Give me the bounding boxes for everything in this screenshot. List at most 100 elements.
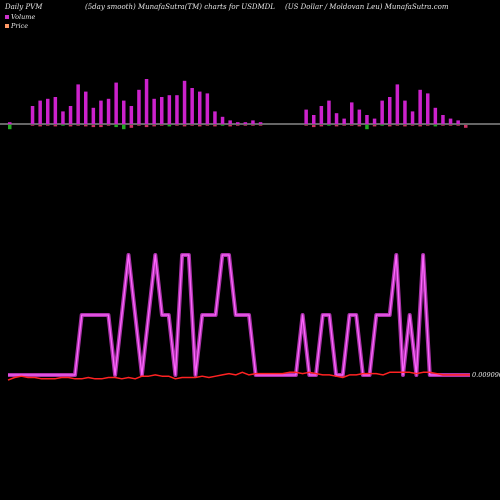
legend-price: Price <box>5 22 28 30</box>
volume-bar-down <box>30 125 35 126</box>
pvm-band <box>8 253 470 377</box>
volume-bar-up <box>30 106 35 124</box>
volume-bar-up <box>152 98 156 124</box>
volume-bar-up <box>319 106 324 124</box>
volume-bar-up <box>403 100 407 124</box>
volume-bar-up <box>46 98 50 124</box>
volume-bar-up <box>8 122 12 124</box>
volume-bar-up <box>327 100 331 124</box>
volume-bar-up <box>129 106 134 124</box>
volume-bar-up <box>114 82 118 124</box>
volume-bar-up <box>441 115 445 124</box>
volume-bar-up <box>84 91 88 124</box>
volume-bar-up <box>175 95 179 124</box>
volume-bar-down <box>84 125 88 127</box>
volume-bar-up <box>220 116 225 124</box>
volume-bar-down <box>53 125 58 127</box>
legend-volume-label: Volume <box>11 13 36 21</box>
volume-bar-down <box>334 125 339 127</box>
volume-bar-up <box>448 118 453 124</box>
volume-bar-up <box>426 93 430 124</box>
volume-bar-down <box>122 125 126 130</box>
volume-bar-up <box>350 102 354 124</box>
volume-bar-down <box>106 125 111 126</box>
volume-bar-down <box>144 125 149 128</box>
volume-bar-up <box>167 95 172 124</box>
volume-bar-down <box>167 125 172 127</box>
volume-bar-down <box>68 125 73 127</box>
volume-bar-down <box>327 125 331 126</box>
volume-bar-up <box>205 93 210 124</box>
volume-bar-down <box>213 125 217 127</box>
volume-bar-down <box>114 125 118 128</box>
legend-volume: Volume <box>5 13 35 21</box>
volume-bar-up <box>213 111 217 124</box>
volume-bar-down <box>372 125 377 127</box>
chart-header-left: Daily PVM <box>5 3 43 11</box>
volume-bar-down <box>91 125 96 128</box>
volume-bar-up <box>38 100 42 124</box>
volume-bar-up <box>144 79 149 124</box>
volume-bar-down <box>129 125 134 128</box>
volume-bar-down <box>418 125 422 127</box>
volume-bar-up <box>365 115 369 124</box>
volume-bar-down <box>426 125 430 126</box>
volume-bar-up <box>380 100 384 124</box>
volume-bar-up <box>433 107 438 124</box>
volume-bar-down <box>304 125 308 126</box>
volume-bar-up <box>258 122 263 124</box>
volume-bar-up <box>334 113 339 124</box>
volume-bar-down <box>99 125 103 128</box>
volume-bar-down <box>152 125 156 127</box>
volume-bar-down <box>403 125 407 127</box>
volume-bar-down <box>61 125 65 126</box>
volume-bar-down <box>441 125 445 126</box>
volume-bars <box>8 79 468 130</box>
volume-bar-down <box>448 125 453 126</box>
volume-bar-down <box>251 125 255 126</box>
volume-bar-up <box>312 115 316 124</box>
volume-bar-up <box>190 88 194 124</box>
volume-bar-up <box>106 98 111 124</box>
volume-bar-down <box>464 125 468 128</box>
volume-bar-down <box>190 125 194 126</box>
volume-bar-down <box>243 125 248 126</box>
volume-bar-down <box>258 125 263 126</box>
price-line <box>7 371 470 381</box>
volume-bar-up <box>304 109 308 124</box>
price-series-line <box>7 371 470 381</box>
chart-header-right: (US Dollar / Moldovan Leu) MunafaSutra.c… <box>285 3 449 11</box>
volume-bar-down <box>312 125 316 128</box>
volume-bar-down <box>198 125 202 127</box>
volume-bar-up <box>160 97 164 124</box>
volume-bar-up <box>53 97 58 124</box>
volume-bar-down <box>137 125 141 126</box>
volume-bar-down <box>342 125 346 126</box>
volume-bar-up <box>236 122 240 124</box>
volume-bar-down <box>236 125 240 126</box>
legend-price-swatch <box>5 24 9 28</box>
volume-bar-up <box>68 106 73 124</box>
volume-bar-up <box>198 91 202 124</box>
volume-bar-down <box>388 125 392 127</box>
volume-bar-up <box>388 97 392 124</box>
volume-bar-down <box>182 125 187 127</box>
volume-bar-down <box>433 125 438 127</box>
volume-bar-up <box>122 100 126 124</box>
volume-bar-up <box>456 120 460 124</box>
volume-bar-down <box>220 125 225 126</box>
price-axis-label: 0.00909090 <box>472 371 500 379</box>
volume-bar-down <box>46 125 50 126</box>
volume-bar-up <box>76 84 80 124</box>
volume-bar-down <box>380 125 384 126</box>
volume-bar-down <box>8 125 12 130</box>
volume-bar-down <box>228 125 232 127</box>
volume-bar-down <box>350 125 354 126</box>
volume-bar-down <box>365 125 369 130</box>
volume-bar-up <box>137 89 141 124</box>
volume-bar-up <box>372 118 377 124</box>
legend-volume-swatch <box>5 15 9 19</box>
volume-bar-up <box>243 122 248 124</box>
volume-bar-down <box>76 125 80 126</box>
